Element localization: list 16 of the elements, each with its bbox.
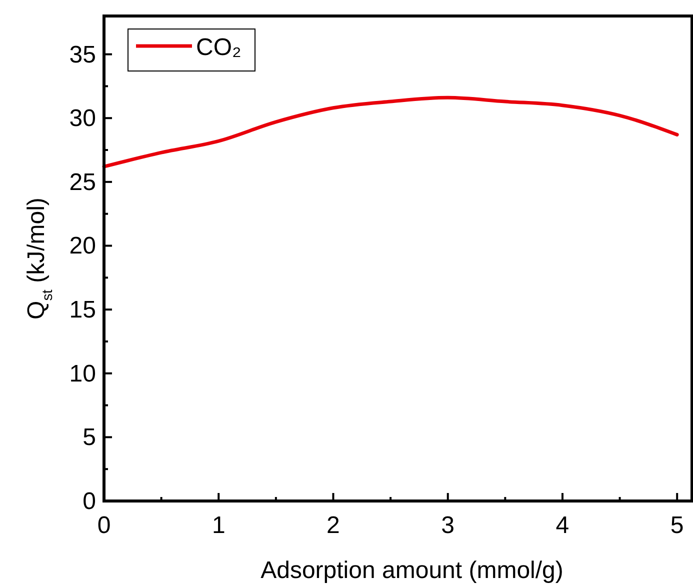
x-tick-label: 1 [212, 512, 226, 539]
x-tick-label: 4 [556, 512, 570, 539]
y-tick-label: 15 [69, 296, 96, 324]
y-tick-label: 0 [82, 488, 96, 515]
x-tick-label: 3 [441, 512, 455, 539]
y-tick-label: 20 [69, 232, 96, 260]
y-tick-label: 30 [69, 105, 96, 132]
x-axis-title: Adsorption amount (mmol/g) [260, 557, 564, 584]
y-tick-label: 5 [82, 424, 96, 452]
x-tick-label: 2 [326, 512, 340, 539]
x-tick-label: 5 [670, 512, 684, 539]
y-tick-label: 10 [69, 360, 96, 388]
line-series [102, 96, 679, 168]
y-tick-label: 35 [69, 41, 96, 68]
legend-label: CO₂ [196, 34, 242, 61]
y-tick-label: 25 [69, 168, 96, 196]
